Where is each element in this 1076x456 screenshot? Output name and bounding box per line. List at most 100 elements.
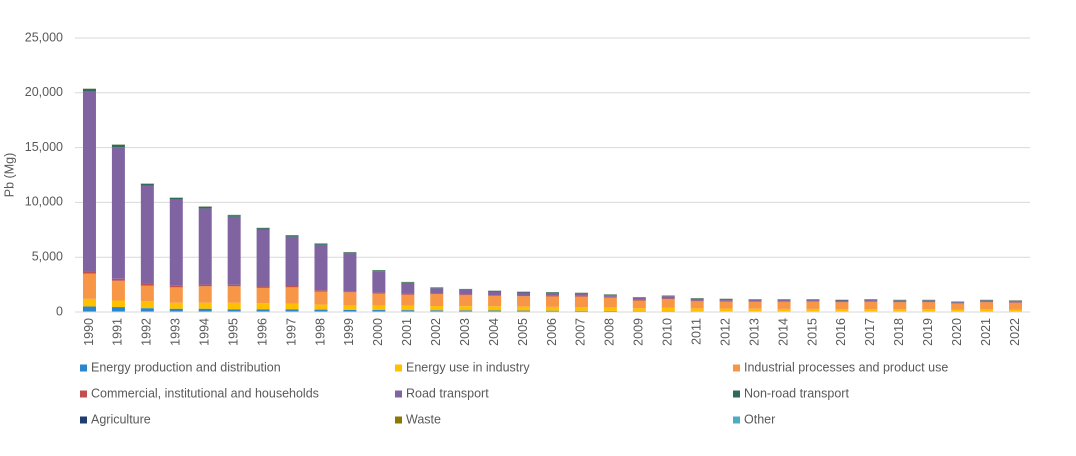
bar-segment <box>835 300 849 302</box>
bar-segment <box>922 309 936 312</box>
y-tick-label: 25,000 <box>25 30 63 44</box>
x-tick-label: 2020 <box>950 318 964 346</box>
bar-segment <box>227 216 241 285</box>
bar-segment <box>459 295 473 307</box>
bar-segment <box>835 309 849 312</box>
bar-segment <box>777 300 791 302</box>
legend-label: Energy production and distribution <box>91 360 281 374</box>
bar-segment <box>517 291 531 293</box>
bar-segment <box>111 144 125 148</box>
bar-segment <box>893 301 907 303</box>
bar-segment <box>198 206 212 209</box>
bar-segment <box>806 308 820 312</box>
bar-segment <box>314 243 328 245</box>
bar-segment <box>574 307 588 311</box>
bar-segment <box>314 309 328 312</box>
bar-segment <box>488 291 502 296</box>
bar-segment <box>806 300 820 302</box>
bar-segment <box>661 307 675 312</box>
bar-segment <box>198 208 212 285</box>
bar-segment <box>285 236 299 287</box>
bar-segment <box>517 306 531 311</box>
bar-segment <box>951 303 965 304</box>
bar-segment <box>574 296 588 308</box>
bar-segment <box>459 306 473 311</box>
bar-segment <box>198 302 212 309</box>
bar-segment <box>401 282 415 294</box>
bar-segment <box>169 197 183 200</box>
legend-label: Road transport <box>406 386 489 400</box>
bar-segment <box>314 291 328 305</box>
bar-segment <box>111 307 125 312</box>
bar-segment <box>632 299 646 301</box>
bar-segment <box>980 300 994 302</box>
bar-segment <box>343 252 357 254</box>
bar-segment <box>169 287 183 303</box>
legend-label: Other <box>744 412 775 426</box>
bar-segment <box>1009 301 1023 303</box>
bar-segment <box>140 283 154 286</box>
bar-segment <box>835 301 849 303</box>
bar-segment <box>285 303 299 310</box>
bar-segment <box>690 298 704 301</box>
bar-segment <box>430 306 444 311</box>
bar-segment <box>256 303 270 310</box>
bar-segment <box>893 302 907 310</box>
bar-segment <box>198 284 212 287</box>
bar-segment <box>430 293 444 295</box>
bar-segment <box>1009 302 1023 310</box>
x-tick-label: 1999 <box>342 318 356 346</box>
bar-segment <box>285 309 299 312</box>
bar-segment <box>777 301 791 309</box>
x-tick-label: 2011 <box>689 318 703 345</box>
bar-segment <box>82 273 96 299</box>
bar-segment <box>488 306 502 311</box>
x-tick-label: 2010 <box>661 318 675 346</box>
bar-segment <box>285 235 299 237</box>
bar-segment <box>256 287 270 304</box>
bar-segment <box>140 285 154 302</box>
bar-segment <box>864 301 878 310</box>
bar-segment <box>719 301 733 309</box>
legend-swatch <box>80 416 87 424</box>
legend-swatch <box>395 390 402 398</box>
bar-segment <box>806 301 820 309</box>
bar-segment <box>632 300 646 309</box>
x-tick-label: 1993 <box>169 318 183 346</box>
bar-segment <box>951 309 965 312</box>
legend-swatch <box>80 390 87 398</box>
x-tick-label: 2009 <box>632 318 646 346</box>
bar-segment <box>82 298 96 307</box>
bar-segment <box>459 289 473 295</box>
bar-segment <box>748 300 762 302</box>
bar-segment <box>864 301 878 302</box>
legend-label: Agriculture <box>91 412 151 426</box>
bar-segment <box>227 286 241 303</box>
legend-swatch <box>733 390 740 398</box>
bar-segment <box>690 308 704 312</box>
bar-segment <box>256 286 270 288</box>
x-tick-label: 2007 <box>574 318 588 346</box>
bar-segment <box>951 303 965 310</box>
x-tick-label: 2022 <box>1008 318 1022 346</box>
y-axis-title: Pb (Mg) <box>2 153 16 197</box>
bar-segment <box>459 294 473 296</box>
bar-segment <box>459 310 473 312</box>
bar-segment <box>517 292 531 296</box>
bar-segment <box>227 215 241 217</box>
bar-segment <box>864 300 878 302</box>
bar-segment <box>372 270 386 272</box>
bar-segment <box>256 309 270 312</box>
bar-segment <box>140 185 154 284</box>
bar-segment <box>227 284 241 287</box>
bar-segment <box>546 296 559 307</box>
x-tick-label: 1995 <box>226 318 240 346</box>
bar-segment <box>82 88 96 92</box>
bar-segment <box>82 91 96 272</box>
x-tick-label: 2008 <box>603 318 617 346</box>
bar-segment <box>82 271 96 274</box>
bar-segment <box>806 301 820 302</box>
bar-segment <box>661 298 675 300</box>
x-tick-label: 2002 <box>429 318 443 346</box>
